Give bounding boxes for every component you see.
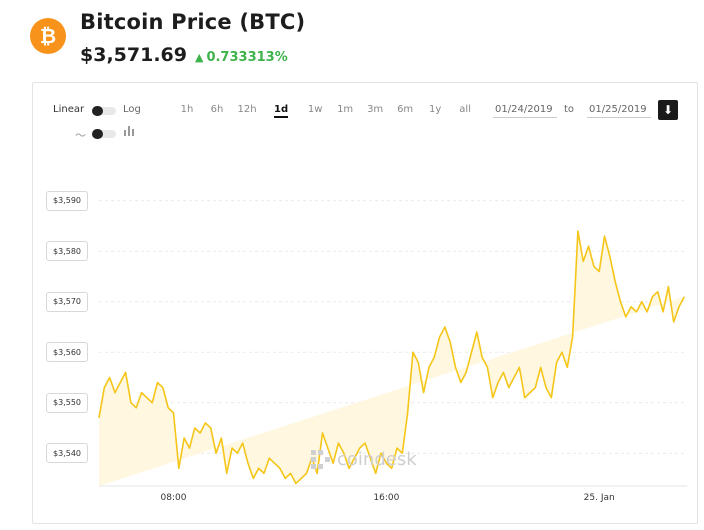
title-text: Bitcoin Price xyxy=(80,10,232,34)
scale-toggle-knob xyxy=(92,106,103,116)
range-1h[interactable]: 1h xyxy=(180,104,194,115)
current-price: $3,571.69 xyxy=(80,44,187,66)
range-1w[interactable]: 1w xyxy=(307,104,323,115)
date-to-label: to xyxy=(564,104,575,115)
time-range-tabs: 1h 6h 12h 1d 1w 1m 3m 6m 1y all xyxy=(172,104,480,118)
range-6h[interactable]: 6h xyxy=(210,104,224,115)
line-chart-icon[interactable]: 〜 xyxy=(75,129,86,142)
date-to-input[interactable] xyxy=(587,101,651,118)
bitcoin-logo-icon: ₿ xyxy=(30,18,66,54)
price-change: ▲ 0.733313% xyxy=(195,50,288,65)
price-area xyxy=(99,231,685,486)
y-tick-label: $3,550 xyxy=(46,392,88,413)
chart-type-toggle-knob xyxy=(92,129,103,139)
log-scale-label[interactable]: Log xyxy=(123,104,141,115)
bar-chart-icon[interactable] xyxy=(124,126,136,136)
up-arrow-icon: ▲ xyxy=(194,51,204,64)
price-row: $3,571.69 ▲ 0.733313% xyxy=(80,44,288,66)
x-tick-label: 08:00 xyxy=(160,493,187,503)
chart-card: Linear Log 〜 1h 6h 12h 1d 1w 1m 3m 6m 1y… xyxy=(32,82,698,524)
download-button[interactable]: ⬇ xyxy=(658,100,678,120)
y-tick-label: $3,540 xyxy=(46,443,88,464)
watermark-text: coindesk xyxy=(337,449,417,470)
range-1d[interactable]: 1d xyxy=(274,104,289,118)
chart-type-toggle[interactable] xyxy=(92,129,116,139)
price-chart xyxy=(98,200,687,487)
price-change-value: 0.733313% xyxy=(206,50,288,65)
y-tick-label: $3,590 xyxy=(46,190,88,211)
scale-toggle[interactable] xyxy=(92,106,116,116)
x-tick-label: 16:00 xyxy=(373,493,400,503)
range-12h[interactable]: 12h xyxy=(237,104,257,115)
download-icon: ⬇ xyxy=(662,103,674,117)
ticker-text: (BTC) xyxy=(239,10,306,34)
y-tick-label: $3,570 xyxy=(46,291,88,312)
y-tick-label: $3,560 xyxy=(46,342,88,363)
page-title: Bitcoin Price (BTC) xyxy=(80,10,305,34)
range-3m[interactable]: 3m xyxy=(367,104,384,115)
range-1y[interactable]: 1y xyxy=(428,104,442,115)
y-tick-label: $3,580 xyxy=(46,241,88,262)
coindesk-logo-icon xyxy=(311,449,331,470)
coindesk-watermark: coindesk xyxy=(311,449,417,470)
range-1m[interactable]: 1m xyxy=(337,104,354,115)
price-line xyxy=(98,230,686,485)
range-6m[interactable]: 6m xyxy=(397,104,414,115)
x-tick-label: 25. Jan xyxy=(583,493,615,503)
range-all[interactable]: all xyxy=(459,104,471,115)
linear-scale-label[interactable]: Linear xyxy=(53,104,85,115)
date-from-input[interactable] xyxy=(493,101,557,118)
